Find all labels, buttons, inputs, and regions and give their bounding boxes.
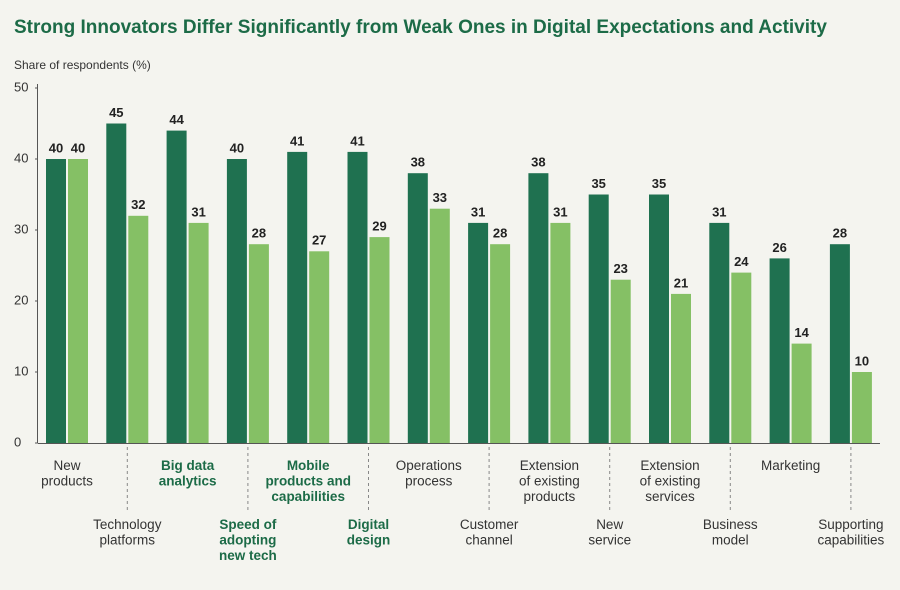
value-label: 29: [372, 219, 386, 234]
value-label: 28: [833, 226, 847, 241]
value-label: 31: [191, 204, 205, 219]
value-label: 31: [471, 204, 485, 219]
bar: [709, 222, 730, 443]
bar: [347, 151, 368, 443]
value-label: 27: [312, 233, 326, 248]
x-tick-label: Digital design: [347, 517, 391, 548]
x-tick-label: Extension of existing products: [519, 458, 580, 504]
y-tick-label: 50: [14, 79, 28, 94]
value-label: 40: [230, 140, 244, 155]
bar: [128, 215, 149, 443]
y-tick-label: 20: [14, 292, 28, 307]
bar: [550, 222, 571, 443]
bar: [248, 244, 269, 443]
x-tick-label: Speed of adopting new tech: [219, 517, 277, 563]
y-tick-label: 30: [14, 221, 28, 236]
bar: [528, 173, 549, 443]
bar: [851, 372, 872, 443]
bar: [309, 251, 330, 443]
value-label: 14: [794, 325, 809, 340]
value-label: 10: [855, 353, 869, 368]
value-label: 41: [290, 133, 304, 148]
value-label: 23: [613, 261, 627, 276]
bar: [731, 272, 752, 443]
value-label: 45: [109, 105, 123, 120]
bar: [610, 279, 631, 443]
value-label: 26: [772, 240, 786, 255]
value-label: 44: [169, 112, 184, 127]
x-tick-label: Marketing: [761, 458, 820, 473]
value-label: 35: [591, 176, 605, 191]
x-tick-label: Business model: [703, 517, 758, 548]
value-label: 41: [350, 133, 364, 148]
x-tick-label: Customer channel: [460, 517, 519, 548]
bar: [287, 151, 308, 443]
value-label: 28: [252, 226, 266, 241]
value-label: 31: [712, 204, 726, 219]
value-label: 38: [411, 155, 425, 170]
x-tick-label: Mobile products and capabilities: [265, 458, 351, 504]
value-label: 32: [131, 197, 145, 212]
bar: [649, 194, 669, 443]
x-tick-label: Operations process: [396, 458, 462, 489]
bar: [829, 244, 850, 443]
x-tick-label: New products: [41, 458, 93, 489]
y-tick-label: 40: [14, 150, 28, 165]
y-axis-label: Share of respondents (%): [14, 58, 151, 72]
x-tick-label: Supporting capabilities: [818, 517, 885, 548]
bar: [188, 222, 209, 443]
bar: [791, 343, 812, 443]
chart-title: Strong Innovators Differ Significantly f…: [14, 17, 827, 38]
bar: [588, 194, 609, 443]
bar: [46, 159, 66, 443]
bar: [106, 123, 127, 443]
bar: [407, 173, 428, 443]
value-label: 21: [674, 275, 688, 290]
y-tick-label: 10: [14, 363, 28, 378]
y-tick-label: 0: [14, 434, 21, 449]
bar: [369, 237, 390, 443]
bar: [671, 293, 691, 443]
x-tick-label: Extension of existing services: [640, 458, 701, 504]
value-label: 40: [71, 140, 85, 155]
value-label: 24: [734, 254, 749, 269]
bar: [429, 208, 450, 443]
value-label: 33: [433, 190, 447, 205]
value-label: 38: [531, 155, 545, 170]
bar: [769, 258, 790, 443]
x-tick-label: Technology platforms: [93, 517, 162, 548]
value-label: 31: [553, 204, 567, 219]
x-tick-label: Big data analytics: [159, 458, 217, 489]
bar: [166, 130, 187, 443]
value-label: 28: [493, 226, 507, 241]
bar: [468, 222, 489, 443]
bar: [490, 244, 511, 443]
bar: [68, 159, 88, 443]
value-label: 35: [652, 176, 666, 191]
value-label: 40: [49, 140, 63, 155]
x-tick-label: New service: [588, 517, 631, 548]
bar: [226, 159, 247, 443]
